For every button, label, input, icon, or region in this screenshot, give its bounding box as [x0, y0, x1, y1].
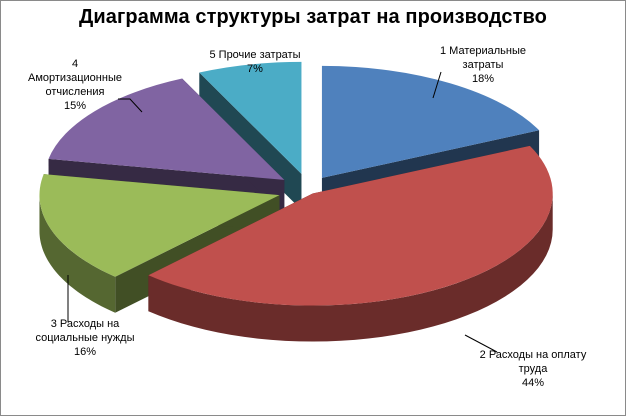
data-labels: 1 Материальные затраты 18% 2 Расходы на опл…: [28, 45, 587, 389]
slice-3-top: [39, 174, 280, 277]
leader-line-2: [464, 334, 498, 353]
leader-line-1: [432, 71, 442, 99]
data-label-4-name-line: 4: [72, 58, 78, 70]
data-label-2-name-line: труда: [519, 363, 549, 375]
data-label-2-name-line: 2 Расходы на оплату: [480, 349, 587, 361]
slice-4-top: [48, 78, 285, 180]
slice-3-rim: [39, 195, 116, 313]
leader-line-4: [118, 98, 143, 113]
data-label-4-name-line: отчисления: [45, 86, 104, 98]
data-label-4-name-line: Амортизационные: [28, 72, 122, 84]
data-label-1-value: 18%: [472, 73, 494, 85]
data-label-2-value: 44%: [522, 377, 544, 389]
data-label-5: 5 Прочие затраты 7%: [209, 49, 300, 75]
leader-lines: [67, 71, 498, 353]
data-label-4: 4 Амортизационные отчисления 15%: [28, 58, 122, 112]
data-label-5-value: 7%: [247, 63, 263, 75]
pie-slices: [39, 61, 553, 342]
data-label-3-name-line: 3 Расходы на: [51, 318, 120, 330]
data-label-1-name-line: 1 Материальные: [440, 45, 526, 57]
data-label-4-value: 15%: [64, 100, 86, 112]
data-label-3-value: 16%: [74, 346, 96, 358]
data-label-3: 3 Расходы на социальные нужды 16%: [36, 318, 135, 358]
slice-1-top: [321, 65, 540, 178]
slice-5-top: [199, 61, 302, 174]
data-label-3-name-line: социальные нужды: [36, 332, 135, 344]
data-label-2: 2 Расходы на оплату труда 44%: [480, 349, 587, 389]
pie-slice-2: [148, 145, 553, 342]
data-label-5-name-line: 5 Прочие затраты: [209, 49, 300, 61]
slice-2-rim: [148, 193, 553, 342]
data-label-1: 1 Материальные затраты 18%: [440, 45, 526, 85]
slice-2-top: [148, 145, 553, 306]
data-label-1-name-line: затраты: [463, 59, 504, 71]
chart-title: Диаграмма структуры затрат на производст…: [79, 6, 547, 28]
